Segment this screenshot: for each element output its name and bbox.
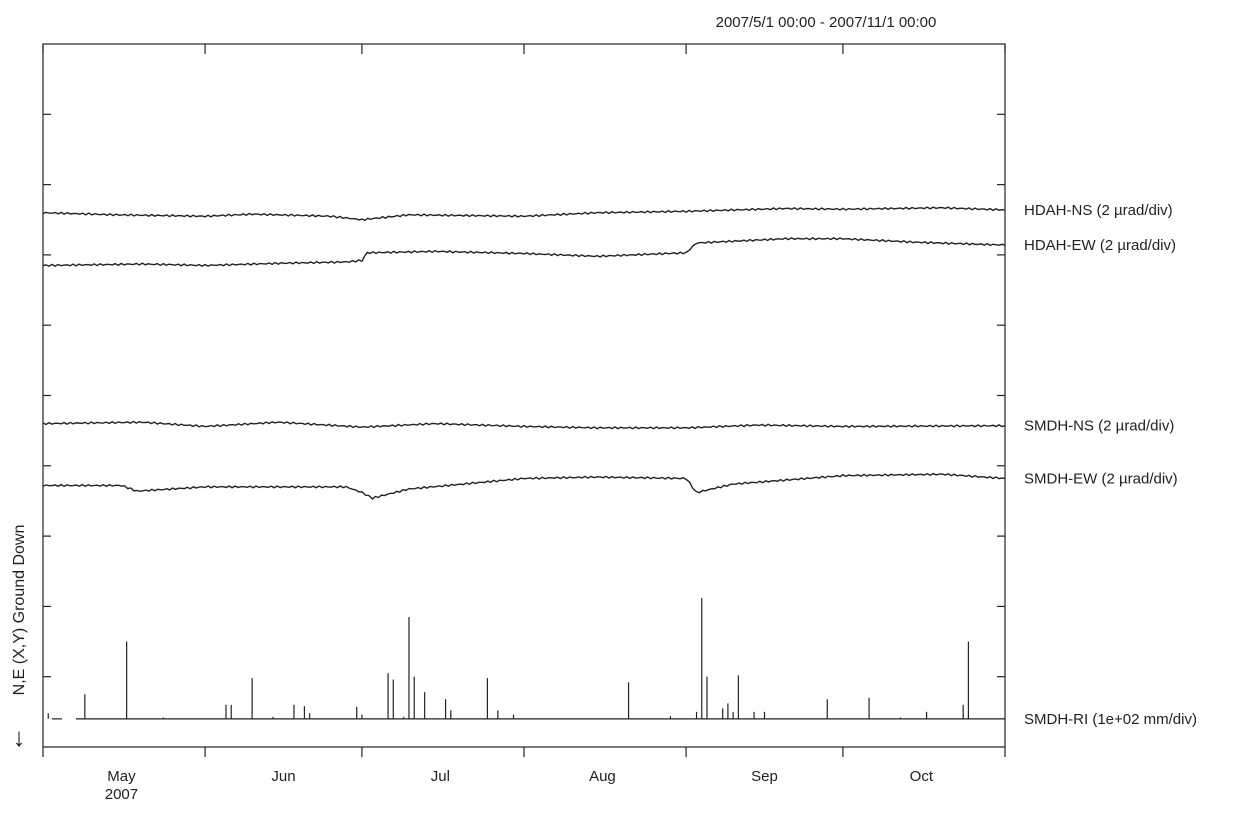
y-axis-arrow-icon: ↓ <box>13 722 26 752</box>
plot-frame <box>42 43 1006 748</box>
x-month-label: Oct <box>910 768 934 785</box>
axis-ticks <box>42 44 1006 757</box>
series-lines <box>42 206 1006 500</box>
series-line <box>42 420 1006 430</box>
series-label: SMDH-NS (2 µrad/div) <box>1024 418 1174 435</box>
x-month-label: Aug <box>589 768 616 785</box>
y-axis-title: N,E (X,Y) Ground Down <box>11 525 28 696</box>
series-line <box>42 237 1006 268</box>
series-label: HDAH-NS (2 µrad/div) <box>1024 202 1173 219</box>
x-month-label: Jul <box>431 768 450 785</box>
y-axis-label: N,E (X,Y) Ground Down <box>11 525 28 696</box>
series-label: HDAH-EW (2 µrad/div) <box>1024 237 1176 254</box>
series-line <box>42 206 1006 222</box>
series-labels: HDAH-NS (2 µrad/div) HDAH-EW (2 µrad/div)… <box>1024 202 1197 728</box>
x-month-label: May <box>107 768 136 785</box>
x-month-label: Sep <box>751 768 778 785</box>
series-label: SMDH-EW (2 µrad/div) <box>1024 470 1178 487</box>
x-year-label: 2007 <box>105 786 138 803</box>
series-line <box>42 472 1006 500</box>
x-month-label: Jun <box>271 768 295 785</box>
chart-title: 2007/5/1 00:00 - 2007/11/1 00:00 <box>716 14 937 31</box>
precip-label: SMDH-RI (1e+02 mm/div) <box>1024 711 1197 728</box>
precip-bars <box>47 597 1005 720</box>
